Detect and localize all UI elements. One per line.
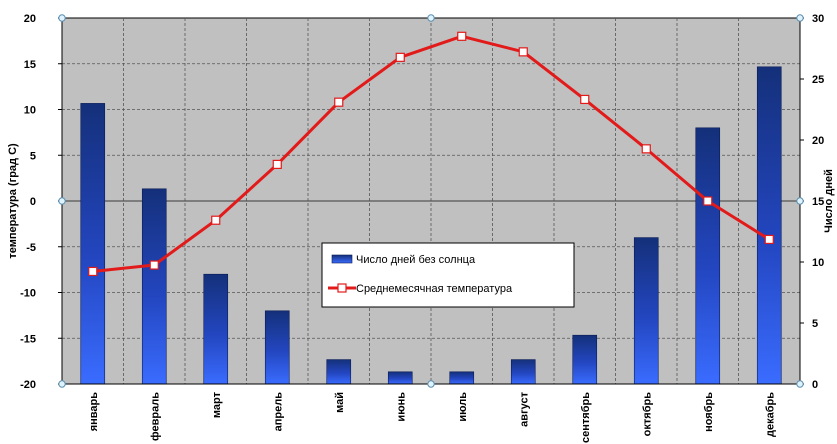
x-tick-label: июль — [457, 392, 469, 422]
y-right-tick-label: 20 — [812, 135, 824, 147]
line-series — [88, 31, 774, 277]
bar-январь — [80, 103, 106, 385]
temperature-point-сентябрь — [580, 94, 590, 105]
temperature-point-март — [211, 215, 221, 225]
temperature-point-июнь — [395, 52, 405, 62]
y-left-tick-label: 15 — [24, 59, 36, 71]
bar-октябрь — [633, 237, 659, 385]
x-tick-label: август — [518, 391, 530, 426]
y-left-tick-label: -15 — [20, 333, 36, 345]
y-right-tick-label: 5 — [812, 318, 818, 330]
legend-box — [321, 242, 575, 308]
x-tick-label: май — [334, 392, 346, 413]
x-tick-label: июнь — [395, 392, 407, 422]
y-right-tick-label: 10 — [812, 257, 824, 269]
y-left-tick-label: 10 — [24, 105, 36, 117]
y-left-tick-label: -20 — [20, 379, 36, 391]
bar-сентябрь — [572, 334, 598, 385]
bar-март — [203, 273, 229, 385]
temperature-point-январь — [88, 266, 98, 277]
bar-апрель — [264, 310, 290, 385]
y-right-tick-label: 0 — [812, 379, 818, 391]
y-right-tick-label: 30 — [812, 13, 824, 25]
y-left-tick-label: 5 — [30, 150, 36, 162]
x-tick-label: декабрь — [764, 392, 776, 437]
temperature-point-июль — [457, 31, 467, 41]
y-left-title: температура (град С) — [7, 143, 19, 259]
temperature-point-май — [334, 97, 344, 107]
legend: Число дней без солнца Среднемесячная темп… — [321, 242, 575, 308]
legend-label-line: Среднемесячная температура — [356, 283, 513, 295]
legend-label-bars: Число дней без солнца — [356, 254, 476, 266]
selection-handle — [58, 197, 66, 205]
temperature-point-август — [518, 47, 528, 57]
selection-handle — [58, 380, 66, 388]
selection-handle — [58, 14, 66, 22]
y-right-title: Число дней — [823, 169, 835, 233]
selection-handle — [427, 14, 435, 22]
temperature-point-апрель — [272, 159, 282, 169]
bar-series — [80, 66, 782, 385]
bar-ноябрь — [695, 127, 721, 385]
bar-декабрь — [756, 66, 782, 385]
bar-август — [510, 359, 536, 385]
legend-line-marker — [337, 283, 347, 293]
x-tick-label: октябрь — [641, 392, 653, 437]
y-left-tick-label: -10 — [20, 288, 36, 300]
temperature-point-декабрь — [764, 234, 774, 245]
bar-февраль — [141, 188, 167, 385]
x-tick-label: апрель — [272, 392, 284, 432]
x-tick-label: сентябрь — [580, 392, 592, 443]
temperature-point-ноябрь — [703, 196, 713, 206]
legend-bar-swatch — [331, 254, 353, 264]
selection-handle — [796, 380, 804, 388]
x-tick-label: февраль — [149, 392, 161, 441]
x-tick-label: ноябрь — [703, 392, 715, 432]
temperature-point-февраль — [149, 260, 159, 270]
bar-май — [326, 359, 352, 385]
x-tick-label: январь — [88, 392, 100, 432]
selection-handle — [796, 197, 804, 205]
y-left-tick-label: -5 — [26, 242, 36, 254]
temperature-line — [92, 34, 771, 273]
y-right-tick-label: 25 — [812, 74, 824, 86]
plot-area — [61, 17, 801, 385]
bar-июль — [449, 371, 475, 385]
y-left-tick-label: 20 — [24, 13, 36, 25]
y-right-tick-label: 15 — [812, 196, 824, 208]
y-left-tick-label: 0 — [30, 196, 36, 208]
x-tick-label: март — [211, 391, 223, 418]
temperature-point-октябрь — [641, 144, 651, 154]
selection-handle — [796, 14, 804, 22]
selection-handle — [427, 380, 435, 388]
bar-июнь — [387, 371, 413, 385]
axes: -20 -15 -10 -5 0 5 10 15 20 0 5 10 15 20 25 30 январь фев… — [7, 13, 835, 443]
